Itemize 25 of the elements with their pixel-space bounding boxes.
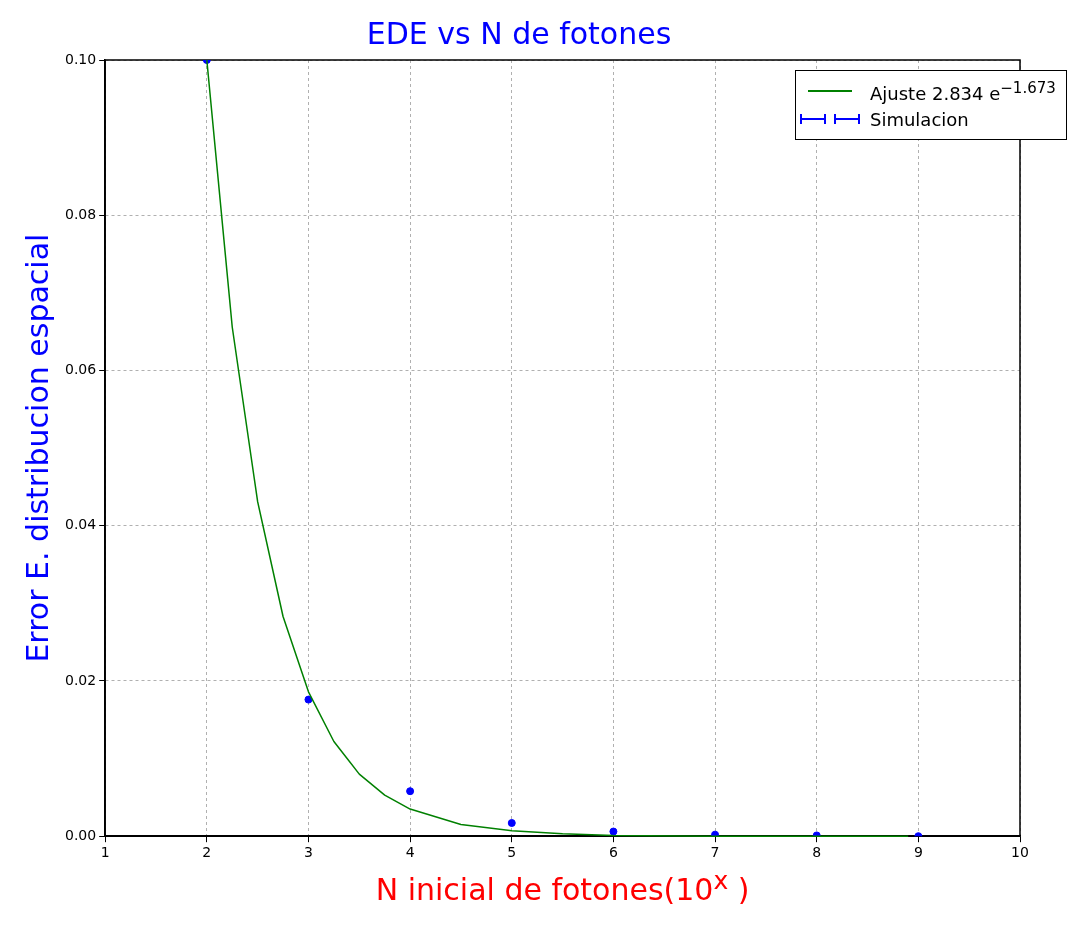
- y-axis-title: Error E. distribucion espacial: [19, 233, 55, 663]
- y-tick-label: 0.10: [65, 50, 97, 67]
- x-tick-label: 1: [100, 844, 110, 861]
- point: [406, 787, 415, 796]
- chart-title: EDE vs N de fotones: [366, 15, 672, 51]
- y-tick-label: 0.08: [65, 205, 97, 222]
- x-tick-label: 6: [608, 844, 618, 861]
- x-tick-label: 5: [507, 844, 517, 861]
- x-tick-label: 4: [405, 844, 415, 861]
- x-tick-label: 10: [1011, 844, 1029, 861]
- x-tick-label: 8: [812, 844, 822, 861]
- y-tick-label: 0.04: [65, 516, 97, 533]
- x-tick-label: 9: [913, 844, 923, 861]
- x-tick-label: 2: [202, 844, 212, 861]
- point: [304, 695, 313, 704]
- y-tick-label: 0.02: [65, 671, 97, 688]
- legend-label: Ajuste 2.834 e$^{−1.673}$: [870, 78, 1056, 104]
- y-tick-label: 0.06: [65, 361, 97, 378]
- legend-label: Simulacion: [870, 108, 969, 130]
- point: [609, 827, 618, 836]
- x-axis-title: N inicial de fotones(10$^{x}$ ): [374, 866, 751, 908]
- x-tick-label: 3: [304, 844, 313, 861]
- point: [507, 819, 516, 828]
- x-tick-label: 7: [710, 844, 720, 861]
- y-tick-label: 0.00: [65, 826, 97, 843]
